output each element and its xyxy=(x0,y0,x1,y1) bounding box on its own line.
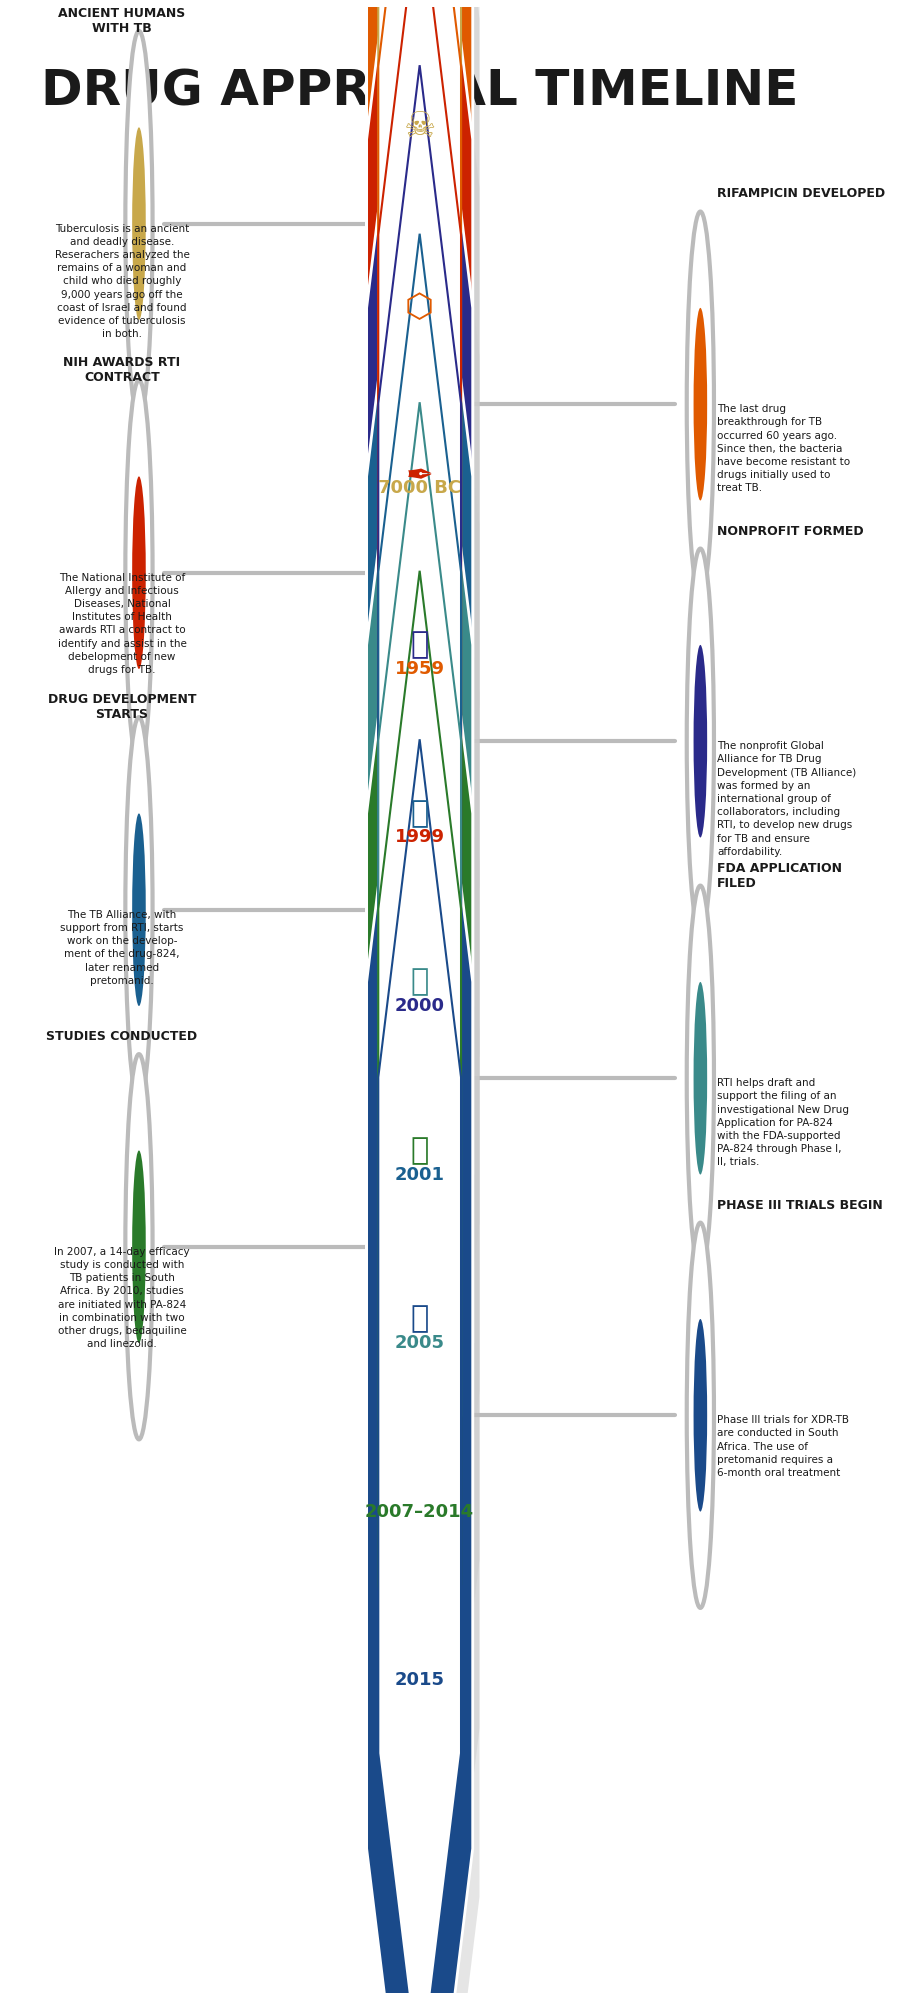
Text: 📋: 📋 xyxy=(410,968,428,996)
Text: RTI helps draft and
support the filing of an
investigational New Drug
Applicatio: RTI helps draft and support the filing o… xyxy=(717,1078,850,1168)
Polygon shape xyxy=(366,548,472,2000)
Polygon shape xyxy=(366,380,472,2000)
Circle shape xyxy=(687,1222,714,1608)
Polygon shape xyxy=(366,0,472,1090)
Text: The last drug
breakthrough for TB
occurred 60 years ago.
Since then, the bacteri: The last drug breakthrough for TB occurr… xyxy=(717,404,850,494)
Text: 1959: 1959 xyxy=(395,660,445,678)
Text: 2000: 2000 xyxy=(395,998,445,1016)
Circle shape xyxy=(125,380,153,766)
Text: 💊: 💊 xyxy=(410,1136,428,1164)
Polygon shape xyxy=(374,260,480,1994)
Text: 2001: 2001 xyxy=(395,1166,445,1184)
Text: In 2007, a 14-day efficacy
study is conducted with
TB patients in South
Africa. : In 2007, a 14-day efficacy study is cond… xyxy=(54,1246,190,1350)
Polygon shape xyxy=(378,402,461,1754)
Polygon shape xyxy=(374,0,480,1318)
Text: The National Institute of
Allergy and Infectious
Diseases, National
Institutes o: The National Institute of Allergy and In… xyxy=(58,572,186,676)
Text: 🌍: 🌍 xyxy=(410,1304,428,1334)
Circle shape xyxy=(687,212,714,596)
Text: Tuberculosis is an ancient
and deadly disease.
Reserachers analyzed the
remains : Tuberculosis is an ancient and deadly di… xyxy=(55,224,189,340)
Text: The TB Alliance, with
support from RTI, starts
work on the develop-
ment of the : The TB Alliance, with support from RTI, … xyxy=(60,910,184,986)
Text: 🤝: 🤝 xyxy=(410,630,428,660)
Text: 2005: 2005 xyxy=(395,1334,445,1352)
Text: RIFAMPICIN DEVELOPED: RIFAMPICIN DEVELOPED xyxy=(717,188,886,200)
Polygon shape xyxy=(366,0,472,1270)
Circle shape xyxy=(132,476,146,668)
Polygon shape xyxy=(366,0,472,1440)
Text: 🔬: 🔬 xyxy=(410,798,428,828)
Text: PHASE III TRIALS BEGIN: PHASE III TRIALS BEGIN xyxy=(717,1198,883,1212)
Text: Phase III trials for XDR-TB
are conducted in South
Africa. The use of
pretomanid: Phase III trials for XDR-TB are conducte… xyxy=(717,1416,850,1478)
Polygon shape xyxy=(366,0,472,1608)
Text: DRUG APPROVAL TIMELINE: DRUG APPROVAL TIMELINE xyxy=(41,68,798,116)
Text: 2007–2014: 2007–2014 xyxy=(365,1502,474,1520)
Polygon shape xyxy=(378,570,461,1922)
Circle shape xyxy=(694,982,707,1174)
Text: 1999: 1999 xyxy=(395,828,445,846)
Polygon shape xyxy=(378,0,461,1080)
Polygon shape xyxy=(374,428,480,2000)
Text: ☠: ☠ xyxy=(403,110,436,144)
Text: NONPROFIT FORMED: NONPROFIT FORMED xyxy=(717,524,864,538)
Polygon shape xyxy=(366,44,472,1776)
Circle shape xyxy=(694,1318,707,1512)
Polygon shape xyxy=(374,92,480,1824)
Circle shape xyxy=(132,128,146,320)
Text: ANCIENT HUMANS
WITH TB: ANCIENT HUMANS WITH TB xyxy=(58,6,185,34)
Text: The nonprofit Global
Alliance for TB Drug
Development (TB Alliance)
was formed b: The nonprofit Global Alliance for TB Dru… xyxy=(717,742,857,856)
Polygon shape xyxy=(378,234,461,1586)
Circle shape xyxy=(125,718,153,1102)
Circle shape xyxy=(132,1150,146,1344)
Circle shape xyxy=(687,886,714,1270)
Polygon shape xyxy=(374,0,480,1656)
Text: DRUG DEVELOPMENT
STARTS: DRUG DEVELOPMENT STARTS xyxy=(48,694,196,722)
Polygon shape xyxy=(378,0,461,1248)
Text: ✒: ✒ xyxy=(406,460,434,492)
Text: NIH AWARDS RTI
CONTRACT: NIH AWARDS RTI CONTRACT xyxy=(63,356,181,384)
Circle shape xyxy=(125,1054,153,1440)
Text: 2015: 2015 xyxy=(395,1672,445,1690)
Polygon shape xyxy=(378,66,461,1418)
Polygon shape xyxy=(366,212,472,1944)
Text: ⬡: ⬡ xyxy=(405,292,434,324)
Text: FDA APPLICATION
FILED: FDA APPLICATION FILED xyxy=(717,862,842,890)
Polygon shape xyxy=(374,0,480,1488)
Circle shape xyxy=(687,548,714,934)
Circle shape xyxy=(694,308,707,500)
Text: 7000 BC: 7000 BC xyxy=(378,480,461,498)
Polygon shape xyxy=(374,596,480,2000)
Circle shape xyxy=(132,814,146,1006)
Circle shape xyxy=(694,644,707,838)
Text: STUDIES CONDUCTED: STUDIES CONDUCTED xyxy=(47,1030,197,1044)
Circle shape xyxy=(125,32,153,416)
Polygon shape xyxy=(378,740,461,2000)
Polygon shape xyxy=(374,0,480,1138)
Polygon shape xyxy=(378,0,461,900)
